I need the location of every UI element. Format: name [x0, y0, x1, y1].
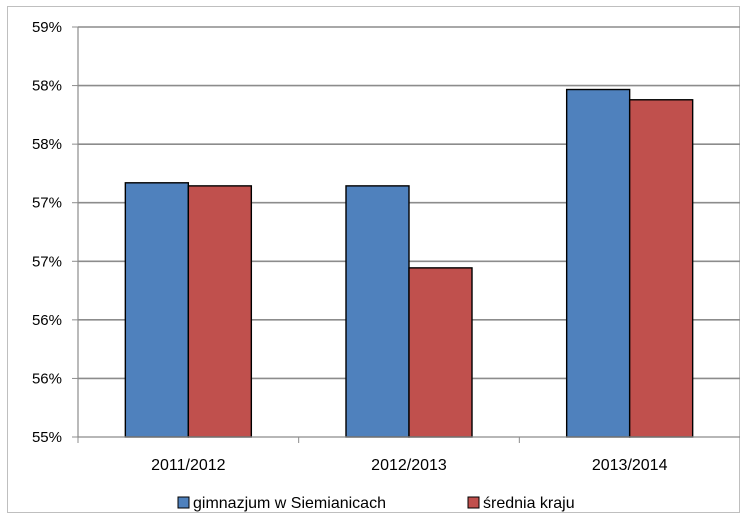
y-tick-label: 58% [32, 136, 62, 153]
axes [77, 27, 740, 443]
y-tick-label: 56% [32, 312, 62, 329]
y-tick-label: 56% [32, 370, 62, 387]
bar-school-2013/2014 [565, 88, 631, 438]
x-category-label: 2013/2014 [592, 457, 668, 474]
bar-national-2011/2012 [187, 185, 253, 438]
legend: gimnazjum w Siemianicach średnia kraju [177, 495, 575, 512]
y-tick-label: 58% [32, 78, 62, 95]
bars [124, 88, 694, 438]
y-axis-ticks: 55% 56% 56% 57% 57% 58% 58% 59% [32, 19, 62, 446]
x-category-label: 2011/2012 [151, 457, 226, 474]
y-tick-label: 57% [32, 253, 62, 270]
bar-national-2012/2013 [408, 267, 473, 438]
x-axis-labels: 2011/2012 2012/2013 2013/2014 [151, 457, 667, 474]
legend-swatch-national [467, 496, 480, 509]
x-category-label: 2012/2013 [371, 457, 447, 474]
bar-school-2011/2012 [124, 182, 190, 438]
legend-label-school: gimnazjum w Siemianicach [193, 495, 386, 512]
bar-national-2013/2014 [628, 99, 694, 438]
y-tick-label: 59% [32, 19, 62, 36]
bar-school-2012/2013 [345, 185, 410, 438]
legend-swatch-school [177, 496, 190, 509]
y-tick-label: 57% [32, 195, 62, 212]
y-tick-label: 55% [32, 429, 62, 446]
legend-label-national: średnia kraju [483, 495, 575, 512]
